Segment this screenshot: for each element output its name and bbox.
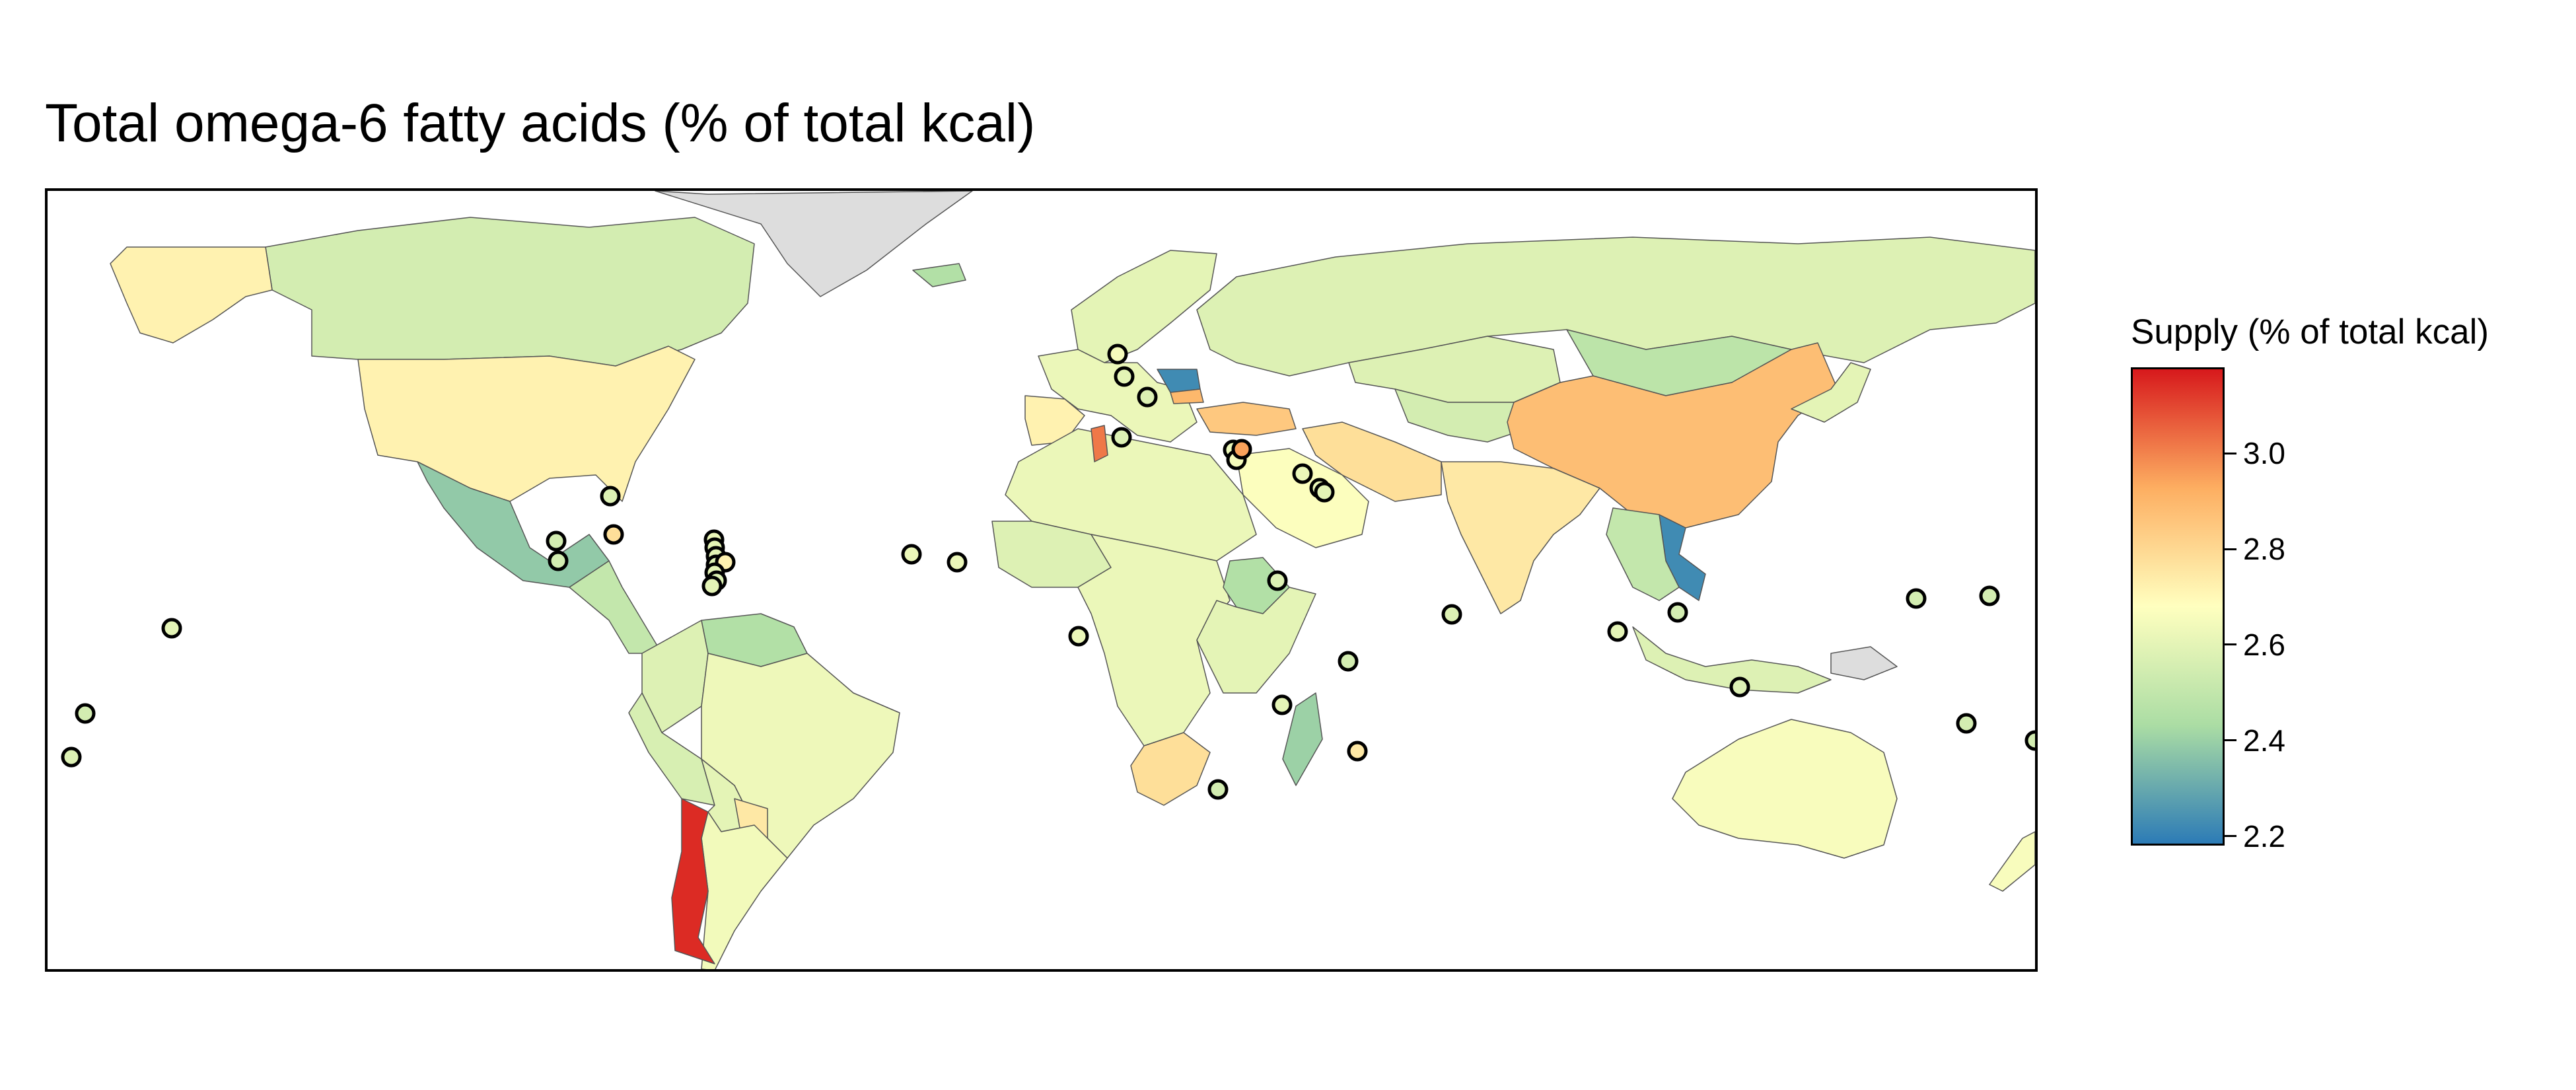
small-state-marker-belize bbox=[546, 530, 567, 552]
region-papua-new-guinea bbox=[1830, 646, 1898, 680]
map-title: Total omega-6 fatty acids (% of total kc… bbox=[45, 93, 1036, 153]
small-state-marker-marshall-islands bbox=[1979, 585, 2000, 606]
region-iceland bbox=[912, 263, 966, 287]
small-state-marker-seychelles bbox=[1338, 651, 1359, 672]
legend-tick-label: 3.0 bbox=[2243, 436, 2285, 471]
region-east-africa bbox=[1196, 587, 1316, 694]
legend-tick-label: 2.6 bbox=[2243, 627, 2285, 662]
small-state-marker-singapore bbox=[1607, 621, 1628, 642]
region-scandinavia bbox=[1071, 250, 1217, 363]
legend-tick-mark bbox=[2225, 835, 2236, 838]
region-bulgaria bbox=[1170, 388, 1204, 404]
legend-tick-label: 2.4 bbox=[2243, 723, 2285, 758]
small-state-marker-slovenia bbox=[1137, 386, 1158, 408]
small-state-marker-qatar bbox=[1314, 482, 1335, 503]
region-japan bbox=[1791, 362, 1871, 423]
small-state-marker-djibouti bbox=[1267, 570, 1288, 591]
legend-color-bar bbox=[2131, 367, 2225, 846]
legend-tick-mark bbox=[2225, 452, 2236, 454]
region-canada bbox=[265, 217, 755, 367]
region-india bbox=[1441, 461, 1600, 614]
region-chile bbox=[671, 798, 715, 964]
region-saudi-arabia bbox=[1236, 448, 1369, 548]
region-turkey bbox=[1196, 402, 1297, 436]
region-southeast-asia bbox=[1606, 507, 1680, 601]
small-state-marker-sao-tome-and-principe bbox=[1068, 626, 1089, 647]
small-state-marker-brunei bbox=[1667, 602, 1688, 623]
small-state-marker-eswatini bbox=[1207, 779, 1229, 800]
region-iran bbox=[1302, 421, 1442, 502]
region-south-africa bbox=[1130, 732, 1211, 806]
region-central-america bbox=[569, 560, 662, 654]
small-state-marker-kuwait bbox=[1292, 463, 1313, 484]
small-state-marker-malta bbox=[1111, 427, 1132, 448]
legend-tick-mark bbox=[2225, 548, 2236, 550]
legend-title: Supply (% of total kcal) bbox=[2131, 312, 2489, 351]
small-state-marker-trinidad-and-tobago bbox=[701, 575, 723, 597]
small-state-marker-fiji bbox=[2024, 730, 2035, 751]
region-new-zealand bbox=[1989, 831, 2035, 892]
small-state-marker-bahamas bbox=[600, 486, 621, 507]
small-state-marker-timor-leste bbox=[1729, 676, 1750, 698]
region-western-europe bbox=[1038, 349, 1198, 443]
region-peru bbox=[628, 692, 715, 806]
small-state-marker-samoa bbox=[75, 703, 96, 724]
region-north-africa bbox=[1005, 428, 1257, 562]
region-madagascar bbox=[1282, 692, 1323, 786]
small-state-marker-vanuatu bbox=[1956, 713, 1977, 734]
world-map bbox=[45, 188, 2038, 972]
region-united-states bbox=[357, 345, 696, 502]
small-state-marker-comoros bbox=[1271, 694, 1293, 715]
legend-tick-label: 2.2 bbox=[2243, 818, 2285, 854]
small-state-marker-jordan bbox=[1231, 439, 1252, 460]
region-alaska-usa bbox=[110, 246, 273, 344]
small-state-marker-tonga bbox=[61, 746, 82, 768]
small-state-marker-el-salvador bbox=[548, 550, 569, 571]
region-russia bbox=[1196, 236, 2035, 377]
legend-tick-label: 2.8 bbox=[2243, 532, 2285, 567]
small-state-marker-jamaica bbox=[603, 524, 624, 545]
legend-tick-mark bbox=[2225, 739, 2236, 742]
legend-tick-mark bbox=[2225, 643, 2236, 646]
small-state-marker-mauritius bbox=[1347, 741, 1368, 762]
region-australia bbox=[1672, 719, 1898, 859]
small-state-marker-switzerland bbox=[1114, 366, 1135, 387]
small-state-marker-belgium bbox=[1107, 344, 1128, 365]
small-state-marker-french-polynesia bbox=[161, 618, 182, 639]
region-central-asia bbox=[1394, 388, 1528, 443]
small-state-marker-maldives bbox=[1441, 604, 1462, 625]
region-tunisia bbox=[1091, 425, 1108, 462]
small-state-marker-gambia bbox=[947, 552, 968, 573]
region-greenland bbox=[655, 191, 973, 297]
small-state-marker-cape-verde bbox=[901, 544, 922, 565]
region-indonesia bbox=[1632, 626, 1832, 694]
small-state-marker-kiribati bbox=[1906, 588, 1927, 609]
